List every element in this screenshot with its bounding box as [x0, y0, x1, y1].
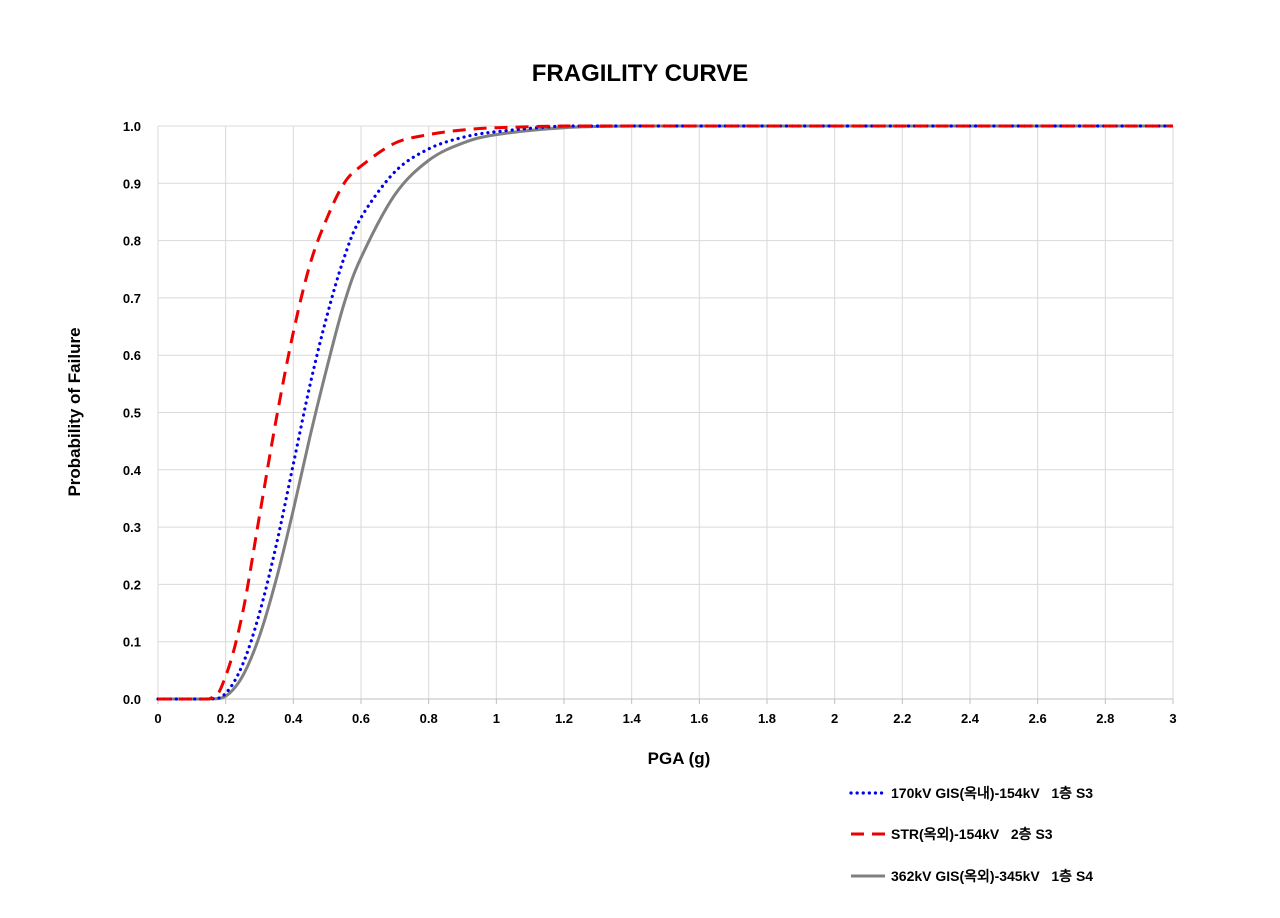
- y-tick-label: 0.4: [123, 463, 142, 478]
- x-tick-label: 2: [831, 711, 838, 726]
- x-tick-label: 1.2: [555, 711, 573, 726]
- axes: [157, 698, 1174, 704]
- x-tick-label: 0: [154, 711, 161, 726]
- y-axis-label: Probability of Failure: [65, 327, 84, 496]
- x-tick-labels: 0 0.2 0.4 0.6 0.8 1 1.2 1.4 1.6 1.8 2 2.2 2.4 2.6 2.8 3: [154, 711, 1176, 726]
- legend-label-3: 362kV GIS(옥외)-345kV 1층 S4: [891, 868, 1093, 884]
- series-layer: [156, 124, 1175, 701]
- legend-label-1: 170kV GIS(옥내)-154kV 1층 S3: [891, 785, 1093, 801]
- x-tick-label: 0.8: [420, 711, 438, 726]
- x-tick-label: 2.4: [961, 711, 980, 726]
- x-tick-label: 0.4: [284, 711, 303, 726]
- legend: 170kV GIS(옥내)-154kV 1층 S3 STR(옥외)-154kV 2…: [849, 785, 1093, 884]
- y-tick-label: 0.9: [123, 176, 141, 191]
- series-line-3: [158, 124, 1173, 701]
- series-line-2: [158, 124, 1173, 701]
- x-tick-label: 2.6: [1029, 711, 1047, 726]
- x-tick-label: 2.8: [1096, 711, 1114, 726]
- x-tick-label: 1: [493, 711, 500, 726]
- x-tick-label: 0.6: [352, 711, 370, 726]
- x-axis-label: PGA (g): [648, 749, 711, 768]
- y-tick-labels: 0.0 0.1 0.2 0.3 0.4 0.5 0.6 0.7 0.8 0.9 1.0: [123, 119, 142, 707]
- legend-label-2: STR(옥외)-154kV 2층 S3: [891, 826, 1053, 842]
- y-tick-label: 0.8: [123, 234, 141, 249]
- x-tick-label: 3: [1169, 711, 1176, 726]
- y-tick-label: 0.6: [123, 348, 141, 363]
- grid: [157, 125, 1174, 700]
- y-tick-label: 0.0: [123, 692, 141, 707]
- y-tick-label: 0.5: [123, 406, 141, 421]
- series-line-1: [156, 124, 1175, 701]
- x-tick-label: 2.2: [893, 711, 911, 726]
- x-tick-label: 0.2: [217, 711, 235, 726]
- y-tick-label: 0.1: [123, 635, 141, 650]
- y-tick-label: 0.7: [123, 291, 141, 306]
- x-tick-label: 1.6: [690, 711, 708, 726]
- y-tick-label: 0.2: [123, 577, 141, 592]
- x-tick-label: 1.4: [623, 711, 642, 726]
- chart-title: FRAGILITY CURVE: [532, 60, 748, 87]
- y-tick-label: 0.3: [123, 520, 141, 535]
- y-tick-label: 1.0: [123, 119, 141, 134]
- x-tick-label: 1.8: [758, 711, 776, 726]
